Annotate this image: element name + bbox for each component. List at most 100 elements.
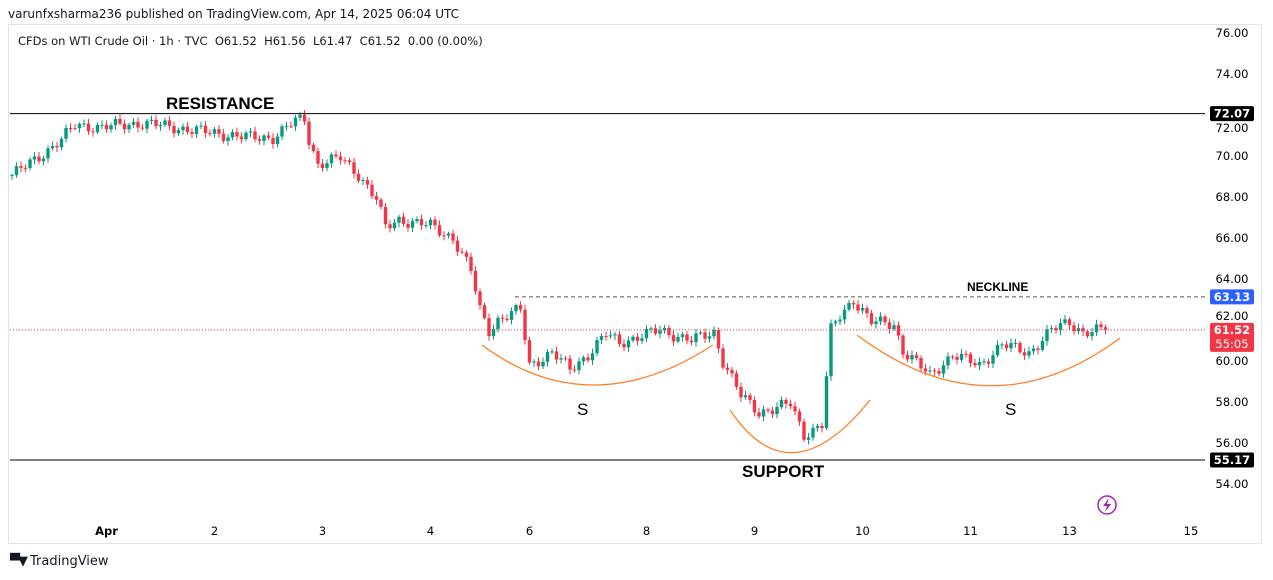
candle-body: [545, 352, 550, 362]
candle-body: [716, 329, 721, 349]
price-tick-label: 70.00: [1216, 149, 1249, 163]
candle-body: [275, 136, 280, 145]
candle-body: [572, 369, 577, 371]
brand-name: TradingView: [30, 554, 109, 569]
tradingview-logo-icon: ▀▼: [10, 554, 28, 569]
candle-body: [923, 368, 928, 372]
candle-body: [50, 146, 55, 149]
candle-body: [460, 251, 464, 253]
candle-body: [919, 358, 923, 369]
candle-body: [343, 160, 347, 162]
candle-body: [568, 358, 572, 370]
candle-body: [829, 323, 833, 377]
price-tick-label: 62.00: [1216, 309, 1249, 323]
candle-body: [496, 317, 500, 329]
time-tick-label: 13: [1062, 524, 1077, 538]
candle-body: [734, 373, 739, 387]
candle-body: [208, 133, 212, 135]
candle-body: [172, 125, 176, 134]
candle-body: [761, 409, 766, 417]
candle-body: [163, 120, 167, 125]
neckline-badge: [1210, 289, 1254, 305]
candle-body: [1081, 328, 1085, 332]
candle-body: [77, 124, 82, 129]
tradingview-brand[interactable]: ▀▼ TradingView: [10, 554, 109, 569]
candle-body: [793, 406, 797, 412]
candle-body: [23, 167, 28, 169]
candle-body: [226, 137, 230, 141]
symbol-legend: CFDs on WTI Crude Oil · 1h · TVC O61.52 …: [18, 34, 483, 48]
candle-body: [694, 333, 698, 343]
candle-body: [757, 412, 761, 417]
candle-body: [167, 120, 172, 126]
candle-body: [946, 356, 950, 366]
candle-body: [325, 163, 329, 169]
bar-countdown: 55:05: [1215, 337, 1248, 351]
support-badge: [1210, 452, 1254, 468]
candle-body: [536, 361, 541, 367]
time-tick-label: 2: [211, 524, 218, 538]
candle-body: [302, 114, 307, 122]
candle-body: [1009, 343, 1013, 349]
candle-body: [680, 334, 685, 337]
candle-body: [554, 351, 559, 360]
candle-body: [874, 321, 878, 325]
price-tick-label: 58.00: [1216, 395, 1249, 409]
candle-body: [883, 316, 887, 323]
candle-body: [725, 367, 730, 371]
candle-body: [500, 317, 505, 319]
candle-body: [797, 411, 802, 422]
candle-body: [667, 327, 671, 336]
lightning-icon[interactable]: [1097, 495, 1117, 515]
candle-body: [950, 356, 955, 358]
time-axis[interactable]: Apr 2 3 4 6 8 9 10 11 13 15: [95, 524, 1198, 538]
candle-body: [541, 361, 545, 367]
candle-body: [851, 302, 856, 305]
candle-body: [401, 216, 406, 224]
chart-frame[interactable]: [8, 24, 1262, 544]
candle-body: [784, 399, 788, 404]
price-tick-label: 54.00: [1216, 477, 1249, 491]
candle-body: [514, 305, 518, 312]
candle-body: [1031, 348, 1036, 352]
candle-body: [775, 406, 779, 415]
candle-body: [482, 305, 487, 318]
candle-body: [640, 338, 644, 341]
candle-body: [1072, 325, 1076, 332]
price-axis[interactable]: 54.00 56.00 58.00 60.00 62.00 64.00 66.00 68.00…: [1216, 26, 1249, 491]
candle-body: [964, 353, 968, 355]
candle-body: [1036, 348, 1040, 350]
support-label: SUPPORT: [742, 462, 825, 481]
candle-body: [374, 196, 379, 200]
candle-body: [527, 340, 532, 363]
candle-body: [329, 154, 334, 164]
candle-body: [563, 358, 568, 360]
candle-body: [847, 302, 851, 310]
candle-body: [55, 146, 59, 148]
price-tick-label: 74.00: [1216, 67, 1249, 81]
candle-body: [743, 395, 748, 398]
candle-body: [185, 126, 190, 133]
candle-body: [230, 132, 235, 138]
left-shoulder-curve: [481, 344, 714, 386]
candle-body: [289, 126, 293, 128]
candle-body: [266, 135, 271, 138]
candle-body: [842, 309, 847, 320]
price-tick-label: 60.00: [1216, 354, 1249, 368]
candle-body: [388, 224, 392, 229]
candle-body: [986, 361, 991, 364]
candle-body: [118, 119, 122, 124]
candle-body: [671, 335, 676, 342]
candle-body: [244, 132, 248, 140]
candle-body: [748, 395, 752, 400]
candle-body: [136, 121, 140, 128]
candle-body: [28, 159, 32, 168]
candle-body: [473, 270, 478, 292]
time-tick-label: 4: [427, 524, 434, 538]
candle-body: [253, 131, 257, 140]
candle-body: [1058, 323, 1063, 331]
candle-body: [86, 123, 91, 132]
candle-body: [194, 126, 199, 134]
candle-body: [892, 325, 896, 329]
